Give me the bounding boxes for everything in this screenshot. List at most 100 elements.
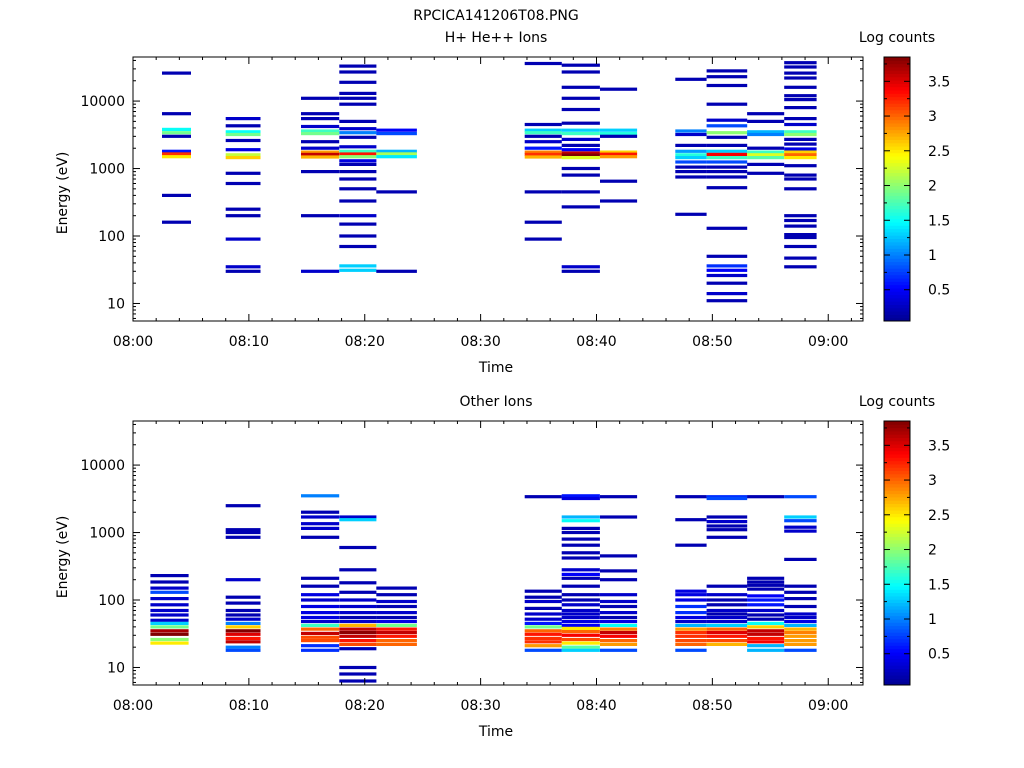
heatmap-cell xyxy=(561,530,600,535)
heatmap-cell xyxy=(784,153,817,157)
heatmap-cell xyxy=(376,611,417,615)
heatmap-cell xyxy=(675,634,707,638)
heatmap-cell xyxy=(339,170,377,174)
heatmap-cell xyxy=(561,519,600,523)
heatmap-cell xyxy=(339,672,377,676)
colorbar-swatch xyxy=(884,675,910,679)
colorbar-tick-label: 2 xyxy=(928,179,937,195)
panel-title: H+ He++ Ions xyxy=(445,30,548,46)
heatmap-cell xyxy=(747,587,785,591)
colorbar-swatch xyxy=(884,116,910,121)
heatmap-cell xyxy=(706,143,748,147)
colorbar-swatch xyxy=(884,503,910,508)
heatmap-cell xyxy=(339,647,377,651)
colorbar-swatch xyxy=(884,487,910,491)
heatmap-cell xyxy=(784,639,817,643)
heatmap-cell xyxy=(561,148,600,152)
heatmap-cell xyxy=(747,119,785,123)
heatmap-cell xyxy=(706,608,748,613)
figure-title: RPCICA141206T08.PNG xyxy=(413,8,578,24)
heatmap-cell xyxy=(339,581,377,585)
colorbar-frame xyxy=(883,420,911,686)
heatmap-cell xyxy=(376,623,417,627)
heatmap-cell xyxy=(784,525,817,529)
colorbar-swatch xyxy=(884,278,910,282)
heatmap-cell xyxy=(561,526,600,530)
heatmap-cell xyxy=(524,134,562,138)
y-tick-label: 10000 xyxy=(80,94,125,110)
heatmap-cell xyxy=(675,611,707,615)
heatmap-cell xyxy=(706,281,748,285)
colorbar-swatch xyxy=(884,467,910,471)
colorbar-swatch xyxy=(884,536,910,541)
colorbar-swatch xyxy=(884,93,910,98)
colorbar-swatch xyxy=(884,450,910,455)
heatmap-cell xyxy=(376,149,417,153)
heatmap-cell xyxy=(747,171,785,175)
heatmap-cell xyxy=(706,226,748,230)
y-tick-label: 1000 xyxy=(89,526,125,542)
colorbar-swatch xyxy=(884,529,910,534)
y-axis-label: Energy (eV) xyxy=(55,152,71,235)
heatmap-cell xyxy=(339,199,377,203)
colorbar-swatch xyxy=(884,231,910,236)
heatmap-cell xyxy=(376,593,417,597)
heatmap-cell xyxy=(561,556,600,560)
heatmap-cell xyxy=(301,132,340,136)
heatmap-cell xyxy=(339,627,377,631)
heatmap-cell xyxy=(675,627,707,631)
heatmap-cell xyxy=(784,584,817,588)
heatmap-cell xyxy=(706,268,748,272)
colorbar-swatch xyxy=(884,612,910,617)
heatmap-cell xyxy=(339,187,377,191)
heatmap-cell xyxy=(706,528,748,532)
colorbar-swatch xyxy=(884,622,910,627)
colorbar-tick-label: 2.5 xyxy=(928,144,950,160)
heatmap-cell xyxy=(784,130,817,134)
heatmap-cell xyxy=(524,152,562,156)
x-axis-label: Time xyxy=(478,360,513,376)
heatmap-cell xyxy=(784,177,817,181)
heatmap-cell xyxy=(301,522,340,526)
colorbar-swatch xyxy=(884,152,910,157)
heatmap-cell xyxy=(339,222,377,226)
colorbar-swatch xyxy=(884,546,910,551)
heatmap-cell xyxy=(784,519,817,523)
heatmap-cell xyxy=(225,265,261,269)
colorbar-swatch xyxy=(884,661,910,666)
heatmap-cell xyxy=(162,193,191,197)
colorbar-swatch xyxy=(884,86,910,91)
heatmap-cell xyxy=(706,593,748,597)
heatmap-cell xyxy=(301,584,340,588)
colorbar-swatch xyxy=(884,185,910,190)
heatmap-cell xyxy=(301,117,340,121)
colorbar-swatch xyxy=(884,123,910,127)
heatmap-cell xyxy=(339,665,377,670)
heatmap-cell xyxy=(706,535,748,539)
colorbar-tick-label: 1 xyxy=(928,248,937,264)
heatmap-cell xyxy=(747,132,785,137)
heatmap-cell xyxy=(706,135,748,139)
heatmap-cell xyxy=(561,603,600,607)
heatmap-cell xyxy=(339,590,377,594)
heatmap-cell xyxy=(524,190,562,194)
heatmap-cell xyxy=(561,576,600,580)
colorbar-swatch xyxy=(884,592,910,597)
heatmap-cell xyxy=(376,132,417,136)
heatmap-cell xyxy=(600,611,638,615)
heatmap-cell xyxy=(600,155,638,159)
heatmap-cell xyxy=(561,637,600,642)
heatmap-cell xyxy=(675,648,707,652)
x-tick-label: 08:20 xyxy=(345,698,385,714)
heatmap-cell xyxy=(706,495,748,499)
colorbar-label: Log counts xyxy=(859,394,935,410)
heatmap-cell xyxy=(706,175,748,179)
colorbar-swatch xyxy=(884,562,910,567)
heatmap-cell xyxy=(301,604,340,609)
heatmap-cell xyxy=(150,603,189,607)
colorbar: 0.5 1 1.5 2 2.5 3 3.5 xyxy=(883,420,950,686)
heatmap-cell xyxy=(225,578,261,582)
colorbar-swatch xyxy=(884,632,910,636)
colorbar-swatch xyxy=(884,457,910,462)
